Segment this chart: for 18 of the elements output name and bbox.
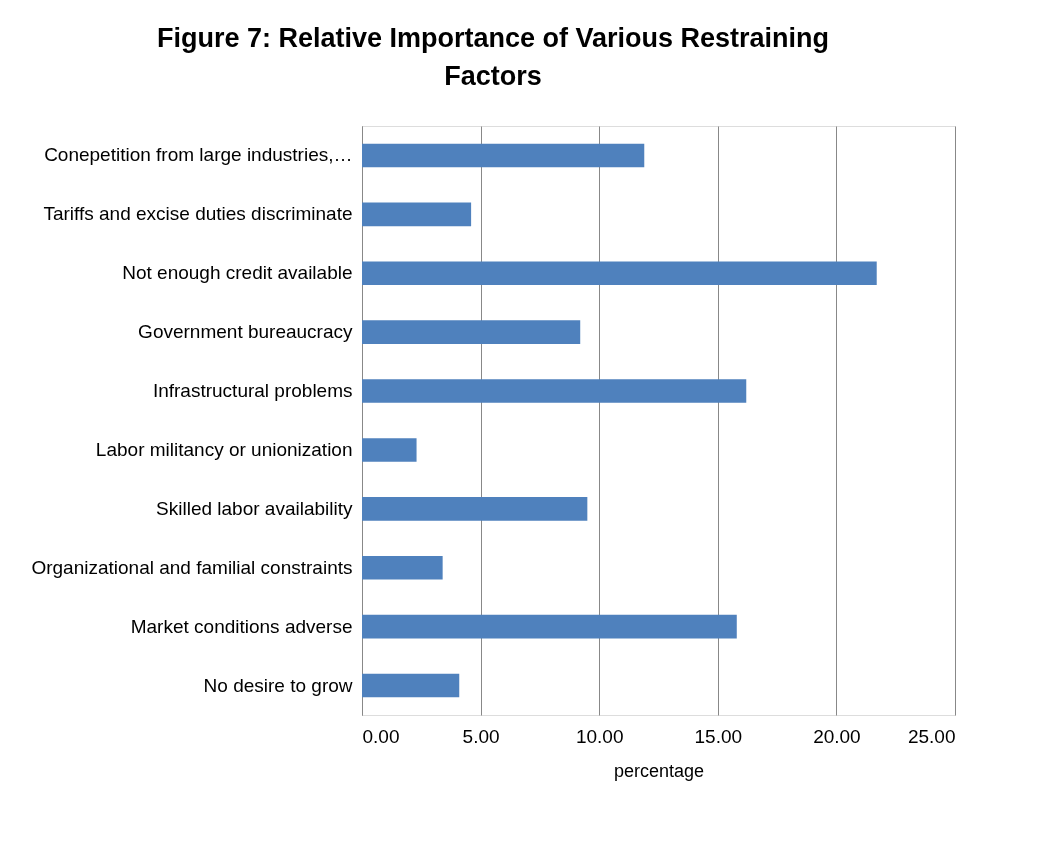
x-tick-label: 5.00	[462, 725, 500, 747]
x-tick-label: 20.00	[813, 725, 861, 747]
y-tick-label: Market conditions adverse	[130, 615, 353, 637]
y-tick-label: Labor militancy or unionization	[95, 438, 353, 460]
y-tick-label: Infrastructural problems	[152, 380, 353, 402]
y-tick-label: Conepetition from large industries,…	[44, 144, 353, 166]
x-tick-label: 0.00	[362, 725, 400, 747]
x-tick-label: 25.00	[907, 725, 956, 747]
y-tick-label: Not enough credit available	[122, 262, 353, 284]
y-tick-label: Tariffs and excise duties discriminate	[43, 203, 353, 225]
y-tick-label: Organizational and familial constraints	[31, 556, 353, 578]
x-tick-label: 15.00	[694, 725, 743, 747]
chart-title: Figure 7: Relative Importance of Various Restraining Factors	[156, 23, 830, 91]
x-tick-label: 10.00	[575, 725, 624, 747]
y-tick-label: No desire to grow	[203, 674, 353, 696]
x-axis-title: percentage	[613, 760, 705, 781]
y-tick-label: Skilled labor availability	[156, 497, 353, 519]
y-tick-label: Government bureaucracy	[138, 321, 353, 343]
